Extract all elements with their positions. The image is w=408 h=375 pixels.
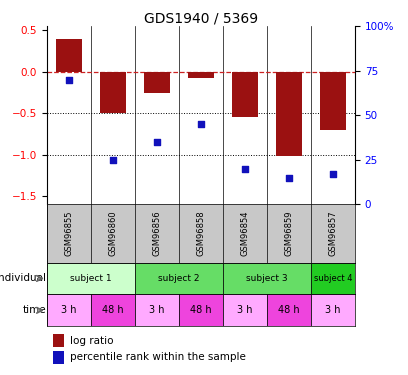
Bar xyxy=(267,294,311,326)
Bar xyxy=(311,262,355,294)
Text: log ratio: log ratio xyxy=(70,336,114,345)
Point xyxy=(110,157,116,163)
Text: 3 h: 3 h xyxy=(237,305,253,315)
Bar xyxy=(232,72,258,117)
Point xyxy=(197,121,204,127)
Text: GSM96856: GSM96856 xyxy=(153,211,162,256)
Bar xyxy=(135,294,179,326)
Text: GSM96854: GSM96854 xyxy=(240,211,249,256)
Bar xyxy=(179,294,223,326)
Text: 48 h: 48 h xyxy=(278,305,300,315)
Text: 48 h: 48 h xyxy=(190,305,212,315)
Text: GSM96859: GSM96859 xyxy=(284,211,293,256)
Text: 48 h: 48 h xyxy=(102,305,124,315)
Bar xyxy=(47,262,135,294)
Bar xyxy=(311,294,355,326)
Text: GSM96855: GSM96855 xyxy=(64,211,73,256)
Bar xyxy=(135,262,223,294)
Text: GSM96858: GSM96858 xyxy=(196,211,206,256)
Point xyxy=(66,77,72,83)
Bar xyxy=(223,294,267,326)
Text: 3 h: 3 h xyxy=(325,305,341,315)
Point xyxy=(286,175,292,181)
Text: subject 4: subject 4 xyxy=(314,274,352,283)
Bar xyxy=(100,72,126,113)
Point xyxy=(154,139,160,145)
Text: percentile rank within the sample: percentile rank within the sample xyxy=(70,352,246,362)
Bar xyxy=(56,39,82,72)
Text: subject 3: subject 3 xyxy=(246,274,288,283)
Text: 3 h: 3 h xyxy=(61,305,77,315)
Text: time: time xyxy=(23,305,47,315)
Text: GSM96860: GSM96860 xyxy=(109,211,118,256)
Text: GSM96857: GSM96857 xyxy=(328,211,337,256)
Bar xyxy=(320,72,346,130)
Text: individual: individual xyxy=(0,273,47,284)
Bar xyxy=(276,72,302,156)
Bar xyxy=(91,294,135,326)
Bar xyxy=(188,72,214,78)
Point xyxy=(330,171,336,177)
Title: GDS1940 / 5369: GDS1940 / 5369 xyxy=(144,11,258,25)
Bar xyxy=(53,334,64,347)
Bar xyxy=(223,262,311,294)
Text: 3 h: 3 h xyxy=(149,305,165,315)
Bar xyxy=(47,294,91,326)
Text: subject 2: subject 2 xyxy=(158,274,200,283)
Bar xyxy=(53,351,64,364)
Point xyxy=(242,166,248,172)
Bar xyxy=(144,72,170,93)
Text: subject 1: subject 1 xyxy=(70,274,112,283)
